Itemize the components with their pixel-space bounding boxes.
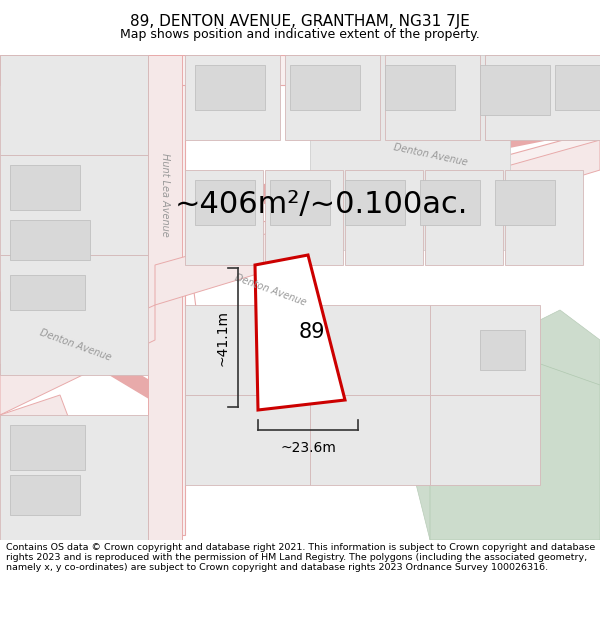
Polygon shape	[265, 170, 343, 265]
Polygon shape	[148, 55, 182, 540]
Polygon shape	[505, 170, 583, 265]
Polygon shape	[10, 165, 80, 210]
Polygon shape	[345, 180, 405, 225]
Polygon shape	[415, 310, 600, 540]
Polygon shape	[0, 55, 148, 155]
Polygon shape	[385, 55, 480, 140]
Polygon shape	[185, 170, 263, 265]
Polygon shape	[0, 55, 600, 85]
Polygon shape	[310, 55, 510, 250]
Text: ~406m²/~0.100ac.: ~406m²/~0.100ac.	[175, 191, 469, 219]
Text: Hunt Lea Avenue: Hunt Lea Avenue	[160, 153, 170, 237]
Polygon shape	[310, 305, 430, 395]
Polygon shape	[185, 55, 280, 140]
Polygon shape	[485, 55, 600, 140]
Text: 89: 89	[298, 322, 325, 342]
Polygon shape	[480, 65, 550, 115]
Polygon shape	[345, 170, 423, 265]
Polygon shape	[10, 475, 80, 515]
Polygon shape	[195, 65, 265, 110]
Polygon shape	[10, 220, 90, 260]
Text: ~23.6m: ~23.6m	[280, 441, 336, 455]
Polygon shape	[0, 395, 75, 455]
Text: Contains OS data © Crown copyright and database right 2021. This information is : Contains OS data © Crown copyright and d…	[6, 542, 595, 572]
Text: 89, DENTON AVENUE, GRANTHAM, NG31 7JE: 89, DENTON AVENUE, GRANTHAM, NG31 7JE	[130, 14, 470, 29]
Polygon shape	[425, 170, 503, 265]
Polygon shape	[385, 65, 455, 110]
Polygon shape	[555, 65, 600, 110]
Text: Map shows position and indicative extent of the property.: Map shows position and indicative extent…	[120, 28, 480, 41]
Polygon shape	[10, 275, 85, 310]
Polygon shape	[420, 180, 480, 225]
Polygon shape	[10, 425, 85, 470]
Polygon shape	[495, 180, 555, 225]
Polygon shape	[0, 305, 155, 415]
Polygon shape	[185, 395, 310, 485]
Polygon shape	[290, 65, 360, 110]
Polygon shape	[195, 180, 255, 225]
Polygon shape	[430, 305, 540, 395]
Polygon shape	[285, 55, 380, 140]
Polygon shape	[0, 155, 148, 255]
Text: Denton Avenue: Denton Avenue	[392, 142, 468, 168]
Polygon shape	[430, 325, 600, 540]
Polygon shape	[160, 130, 600, 285]
Polygon shape	[185, 305, 310, 395]
Polygon shape	[155, 140, 600, 305]
Text: Denton Avenue: Denton Avenue	[38, 328, 112, 362]
Text: Denton Avenue: Denton Avenue	[233, 272, 307, 308]
Text: ~41.1m: ~41.1m	[215, 309, 229, 366]
Polygon shape	[310, 395, 430, 485]
Polygon shape	[270, 180, 330, 225]
Polygon shape	[430, 395, 540, 485]
Polygon shape	[0, 415, 148, 540]
Polygon shape	[255, 255, 345, 410]
Polygon shape	[485, 55, 580, 140]
Polygon shape	[480, 330, 525, 370]
Polygon shape	[0, 255, 148, 375]
Polygon shape	[152, 55, 185, 535]
Polygon shape	[0, 285, 160, 400]
